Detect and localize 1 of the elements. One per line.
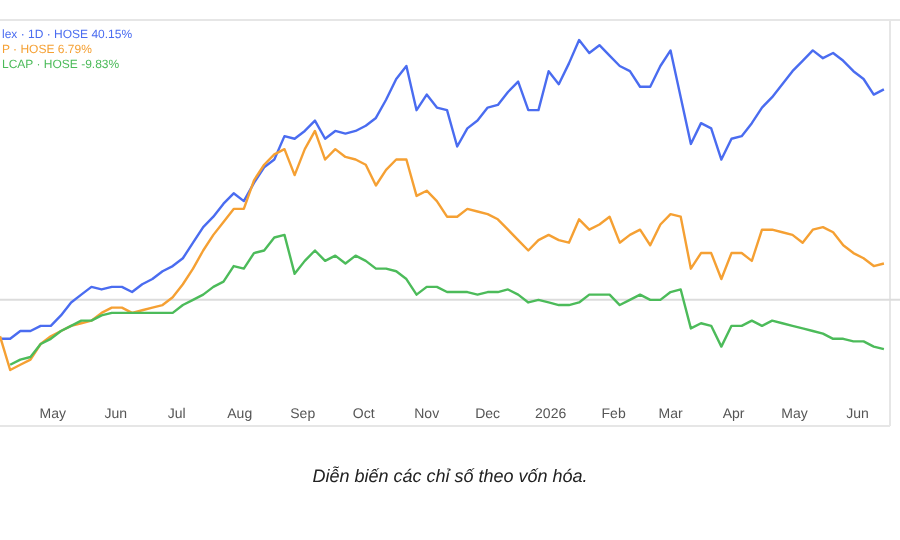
- text: Diễn biến các chỉ số theo vốn hóa.: [312, 466, 588, 486]
